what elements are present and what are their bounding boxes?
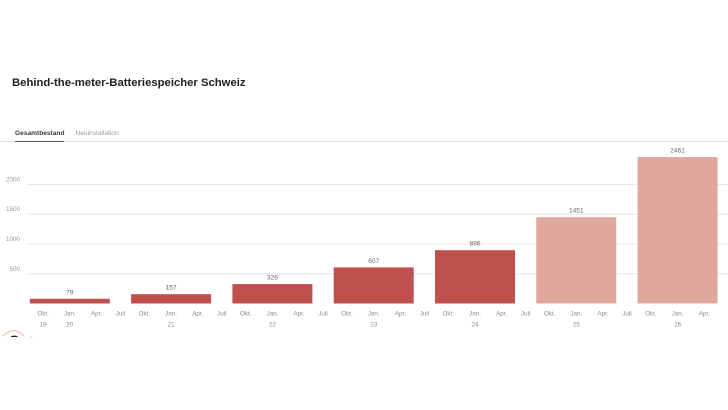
svg-text:Apr.: Apr. [395, 311, 406, 318]
svg-text:79: 79 [66, 289, 74, 296]
svg-text:Jan.: Jan. [672, 311, 684, 318]
svg-text:Apr.: Apr. [699, 311, 710, 318]
svg-text:Jan.: Jan. [469, 311, 481, 318]
svg-text:Jan.: Jan. [165, 311, 177, 318]
svg-text:Juli: Juli [318, 311, 327, 318]
svg-text:Juli: Juli [521, 311, 530, 318]
svg-text:Jan.: Jan. [570, 311, 582, 318]
svg-text:24: 24 [471, 322, 479, 329]
svg-text:Juli: Juli [622, 311, 631, 318]
svg-text:157: 157 [166, 285, 177, 292]
svg-text:500: 500 [9, 266, 20, 273]
svg-text:1000: 1000 [6, 236, 21, 243]
svg-text:Juli: Juli [420, 311, 429, 318]
svg-text:Okt.: Okt. [341, 311, 353, 318]
svg-text:2461: 2461 [670, 148, 685, 155]
svg-text:Apr.: Apr. [293, 311, 304, 318]
svg-text:1451: 1451 [569, 208, 584, 215]
svg-text:19: 19 [40, 322, 48, 329]
svg-text:21: 21 [168, 322, 176, 329]
svg-text:Okt.: Okt. [240, 311, 252, 318]
svg-text:Apr.: Apr. [597, 311, 608, 318]
svg-text:25: 25 [573, 322, 581, 329]
svg-text:Jan.: Jan. [64, 311, 76, 318]
svg-text:Okt.: Okt. [544, 311, 556, 318]
svg-text:20: 20 [66, 322, 74, 329]
svg-text:Okt.: Okt. [443, 311, 455, 318]
svg-text:2000: 2000 [6, 177, 21, 184]
svg-text:22: 22 [269, 322, 277, 329]
svg-text:Apr.: Apr. [192, 311, 203, 318]
svg-text:Jan.: Jan. [368, 311, 380, 318]
svg-text:Apr.: Apr. [496, 311, 507, 318]
svg-text:Jan.: Jan. [266, 311, 278, 318]
svg-text:326: 326 [267, 275, 278, 282]
svg-text:Juli: Juli [116, 311, 125, 318]
svg-text:607: 607 [368, 258, 379, 265]
svg-text:896: 896 [469, 241, 480, 248]
svg-text:Apr.: Apr. [91, 311, 102, 318]
svg-text:Juli: Juli [217, 311, 226, 318]
svg-text:Okt.: Okt. [37, 311, 49, 318]
svg-text:Okt.: Okt. [645, 311, 657, 318]
svg-text:1500: 1500 [6, 206, 21, 213]
svg-text:26: 26 [674, 322, 682, 329]
svg-text:23: 23 [370, 322, 378, 329]
svg-text:Okt.: Okt. [139, 311, 151, 318]
